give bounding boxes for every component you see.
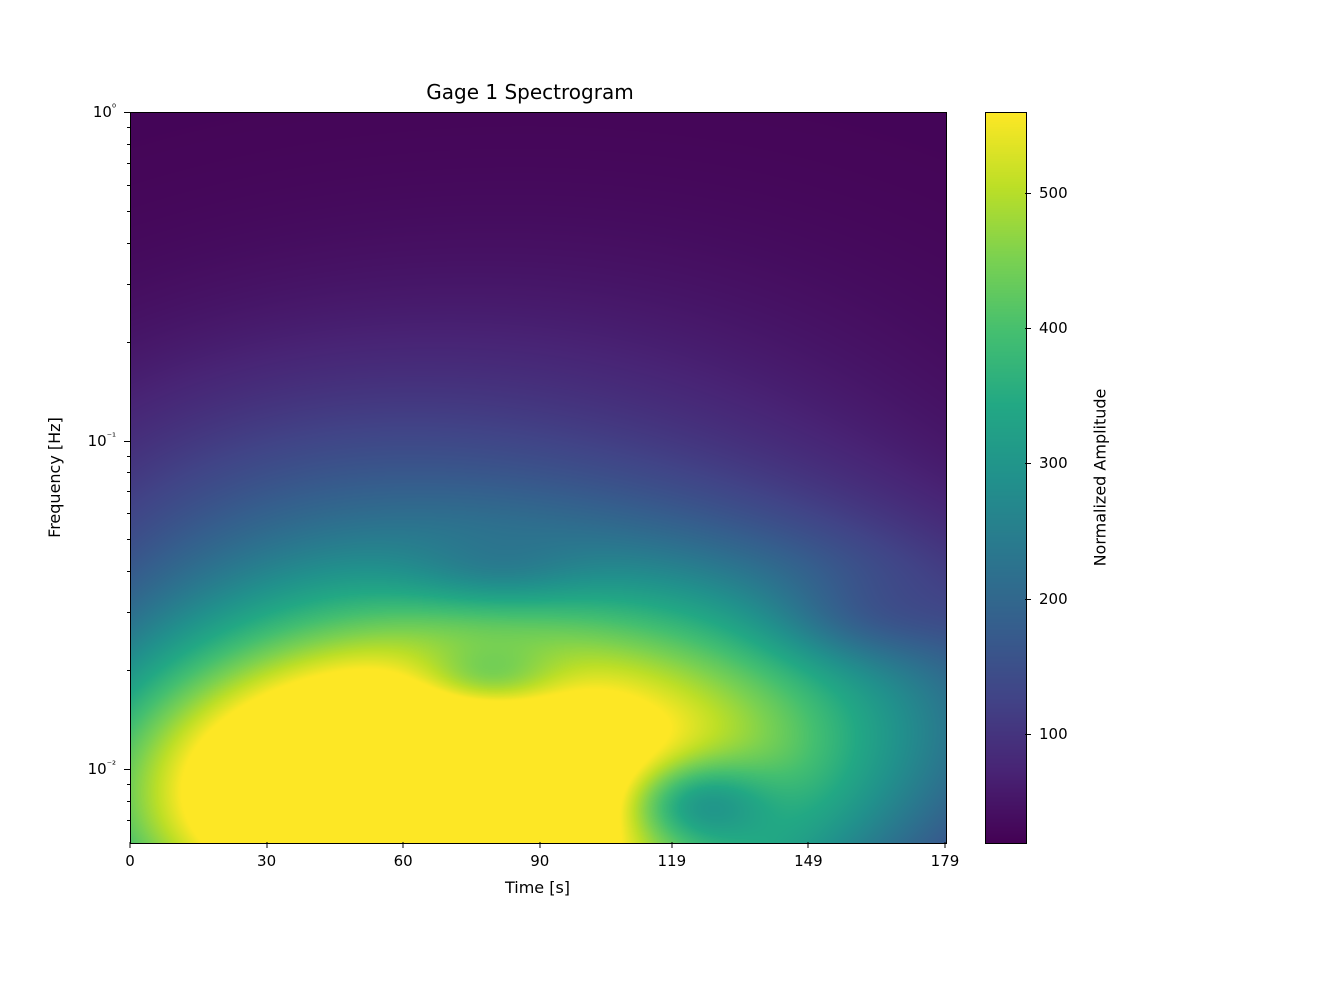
x-tick-mark xyxy=(945,842,946,848)
y-minor-tick xyxy=(127,571,130,572)
y-minor-tick xyxy=(127,163,130,164)
x-tick-mark xyxy=(130,842,131,848)
y-tick-label: 10⁻¹ xyxy=(88,432,116,450)
x-tick-label: 90 xyxy=(530,852,549,870)
colorbar xyxy=(985,112,1027,844)
y-minor-tick xyxy=(127,670,130,671)
y-tick-mark xyxy=(124,112,130,113)
colorbar-ticks: 100 200 300 400 500 xyxy=(1025,112,1125,842)
colorbar-tick-label: 100 xyxy=(1039,725,1068,743)
x-tick-label: 119 xyxy=(657,852,686,870)
x-tick-label: 149 xyxy=(794,852,823,870)
x-tick-label: 179 xyxy=(931,852,960,870)
y-minor-tick xyxy=(127,127,130,128)
y-minor-tick xyxy=(127,513,130,514)
y-minor-tick xyxy=(127,284,130,285)
y-tick-mark xyxy=(124,441,130,442)
plot-area xyxy=(130,112,947,844)
colorbar-tick-mark xyxy=(1025,193,1031,194)
y-minor-tick xyxy=(127,456,130,457)
colorbar-tick-label: 500 xyxy=(1039,184,1068,202)
colorbar-tick-label: 200 xyxy=(1039,590,1068,608)
colorbar-tick-mark xyxy=(1025,599,1031,600)
chart-title: Gage 1 Spectrogram xyxy=(0,80,1060,104)
colorbar-tick-mark xyxy=(1025,463,1031,464)
x-tick-label: 60 xyxy=(394,852,413,870)
colorbar-tick-label: 300 xyxy=(1039,454,1068,472)
x-tick-mark xyxy=(403,842,404,848)
y-minor-tick xyxy=(127,243,130,244)
y-minor-tick xyxy=(127,342,130,343)
y-minor-tick xyxy=(127,185,130,186)
x-tick-label: 30 xyxy=(257,852,276,870)
x-tick-mark xyxy=(266,842,267,848)
colorbar-tick-mark xyxy=(1025,734,1031,735)
y-minor-tick xyxy=(127,784,130,785)
y-minor-tick xyxy=(127,211,130,212)
colorbar-tick-mark xyxy=(1025,328,1031,329)
y-minor-tick xyxy=(127,539,130,540)
y-minor-tick xyxy=(127,144,130,145)
y-tick-label: 10⁰ xyxy=(93,103,116,121)
colorbar-gradient xyxy=(986,113,1026,843)
colorbar-label: Normalized Amplitude xyxy=(1090,112,1110,842)
y-axis-ticks: 10⁻²10⁻¹10⁰ xyxy=(68,112,130,842)
y-tick-label: 10⁻² xyxy=(88,760,116,778)
x-tick-mark xyxy=(539,842,540,848)
y-tick-mark xyxy=(124,769,130,770)
x-tick-mark xyxy=(671,842,672,848)
y-minor-tick xyxy=(127,820,130,821)
x-axis-ticks: 0306090119149179 xyxy=(130,842,945,872)
y-axis-label: Frequency [Hz] xyxy=(44,112,64,842)
x-tick-label: 0 xyxy=(125,852,135,870)
spectrogram-heatmap xyxy=(131,113,946,843)
x-axis-label: Time [s] xyxy=(130,878,945,897)
y-minor-tick xyxy=(127,491,130,492)
x-tick-mark xyxy=(808,842,809,848)
y-minor-tick xyxy=(127,801,130,802)
y-minor-tick xyxy=(127,472,130,473)
y-minor-tick xyxy=(127,612,130,613)
figure: Gage 1 Spectrogram Frequency [Hz] Time [… xyxy=(0,0,1344,1008)
colorbar-tick-label: 400 xyxy=(1039,319,1068,337)
